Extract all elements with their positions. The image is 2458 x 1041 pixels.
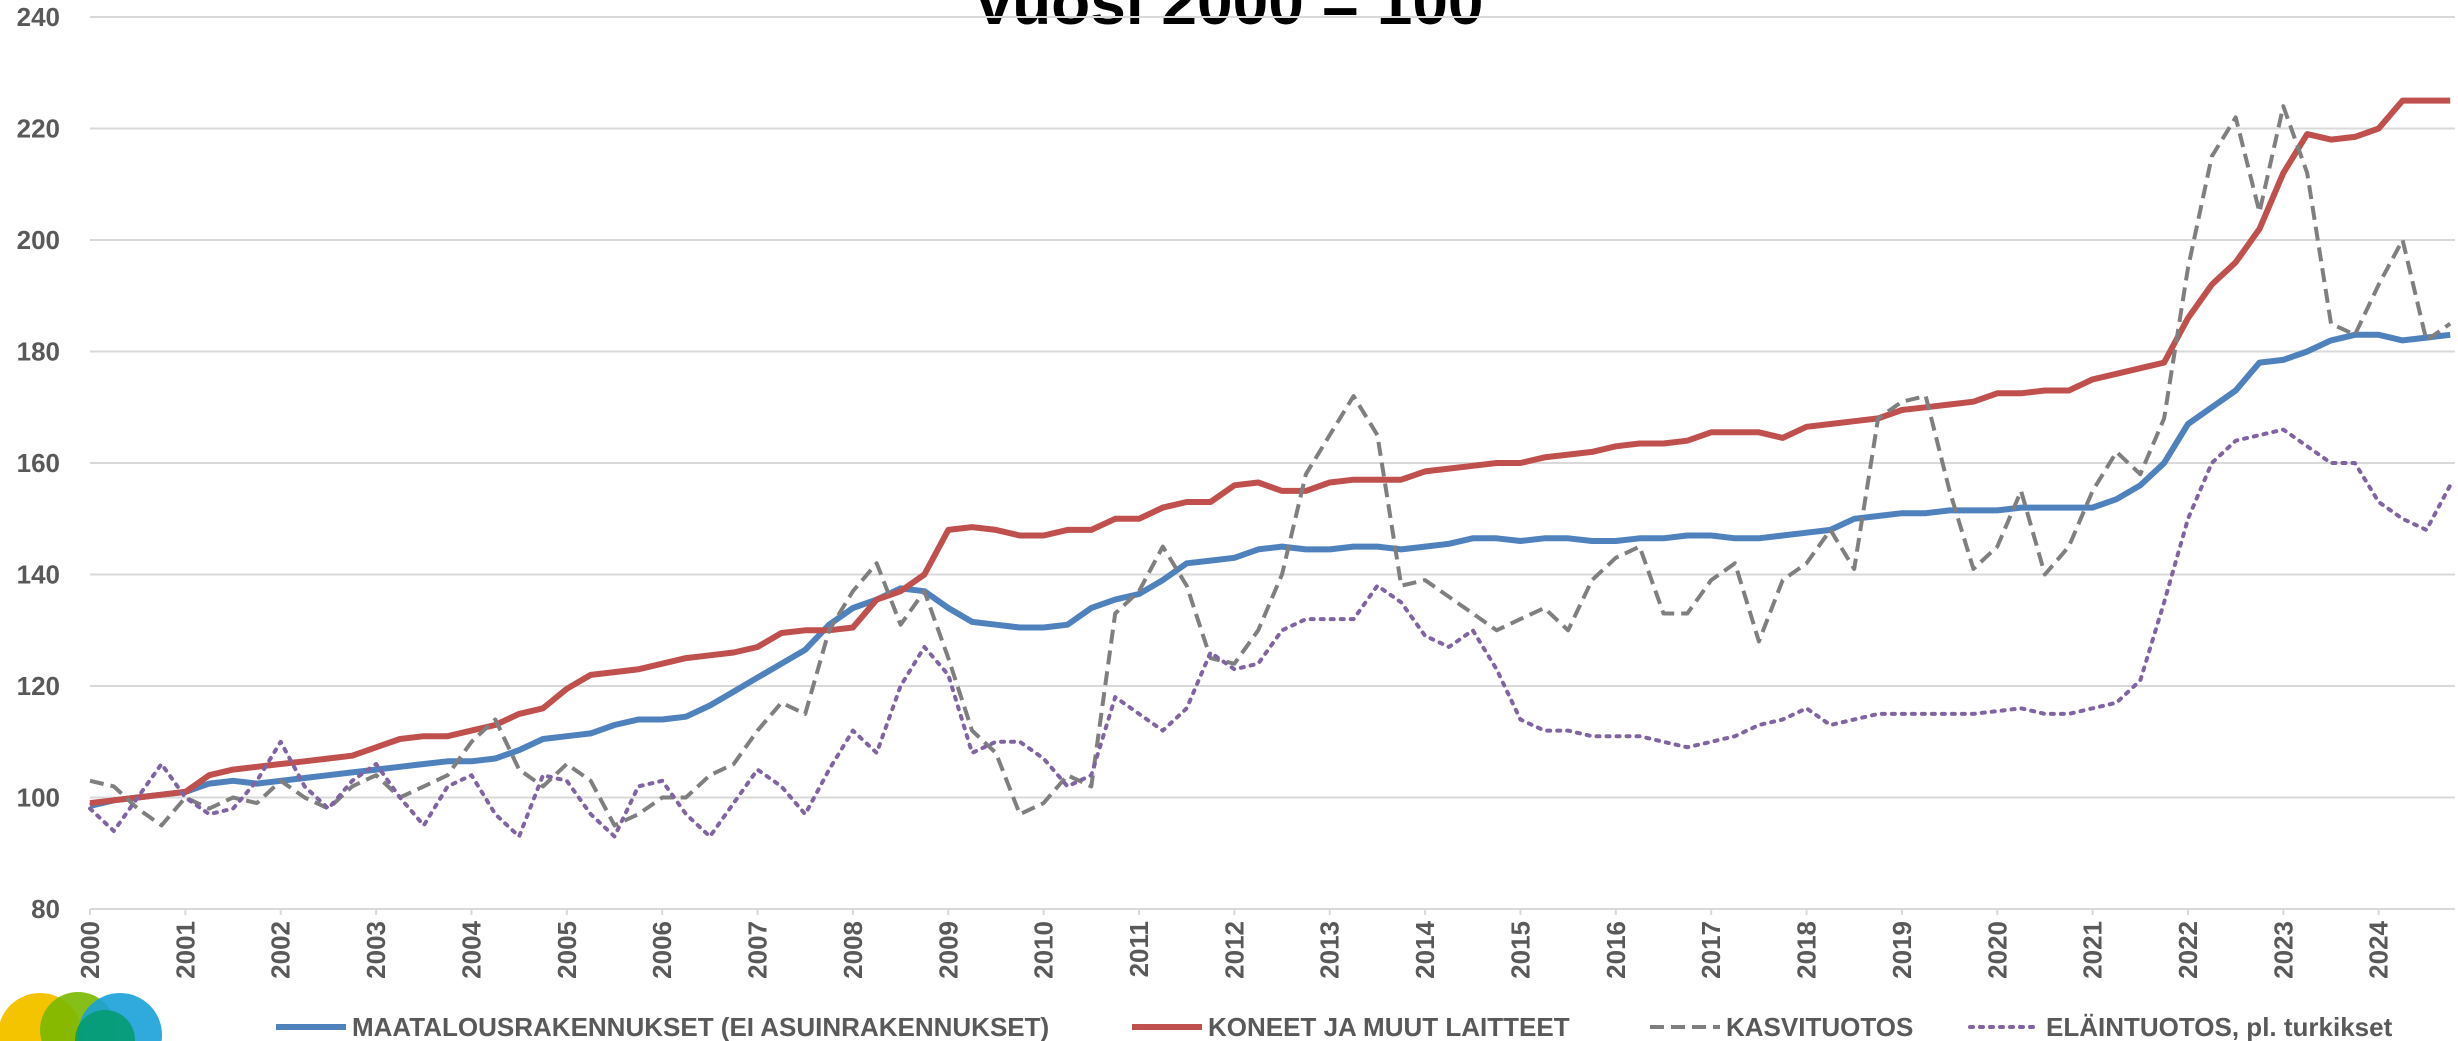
legend-label: KASVITUOTOS [1726, 1012, 1913, 1041]
x-tick-label: 2008 [838, 921, 868, 979]
x-tick-label: 2019 [1887, 921, 1917, 979]
y-tick-label: 160 [17, 448, 60, 478]
legend-label: MAATALOUSRAKENNUKSET (EI ASUINRAKENNUKSE… [352, 1012, 1049, 1041]
x-tick-label: 2016 [1601, 921, 1631, 979]
x-tick-label: 2015 [1505, 921, 1535, 979]
legend-label: KONEET JA MUUT LAITTEET [1208, 1012, 1570, 1041]
y-tick-label: 180 [17, 337, 60, 367]
x-tick-label: 2005 [552, 921, 582, 979]
x-tick-label: 2020 [1982, 921, 2012, 979]
x-tick-label: 2002 [266, 921, 296, 979]
series-line [89, 104, 2452, 828]
logo [0, 992, 162, 1041]
x-tick-label: 2021 [2078, 921, 2108, 979]
x-tick-label: 2012 [1219, 921, 1249, 979]
chart-title: vuosi 2000 = 100 [976, 0, 1483, 38]
y-tick-label: 80 [31, 894, 60, 924]
x-tick-label: 2010 [1029, 921, 1059, 979]
x-tick-label: 2009 [933, 921, 963, 979]
x-tick-label: 2003 [361, 921, 391, 979]
x-tick-label: 2024 [2364, 920, 2394, 978]
x-tick-label: 2013 [1315, 921, 1345, 979]
series-line [89, 331, 2451, 809]
y-tick-label: 200 [17, 225, 60, 255]
legend-label: ELÄINTUOTOS, pl. turkikset [2046, 1012, 2393, 1041]
x-tick-label: 2011 [1124, 921, 1154, 977]
y-tick-label: 100 [17, 783, 60, 813]
x-tick-label: 2018 [1792, 921, 1822, 979]
x-tick-label: 2000 [75, 921, 105, 979]
y-tick-label: 140 [17, 560, 60, 590]
x-tick-label: 2004 [456, 920, 486, 978]
x-tick-label: 2017 [1696, 921, 1726, 979]
y-tick-label: 220 [17, 114, 60, 144]
x-tick-label: 2006 [647, 921, 677, 979]
x-tick-label: 2014 [1410, 920, 1440, 978]
y-tick-label: 240 [17, 2, 60, 32]
x-tick-label: 2023 [2268, 921, 2298, 979]
series-line [89, 97, 2451, 807]
x-tick-label: 2022 [2173, 921, 2203, 979]
y-tick-label: 120 [17, 671, 60, 701]
x-tick-label: 2007 [743, 921, 773, 979]
series-line [88, 427, 2453, 839]
x-tick-label: 2001 [170, 921, 200, 979]
